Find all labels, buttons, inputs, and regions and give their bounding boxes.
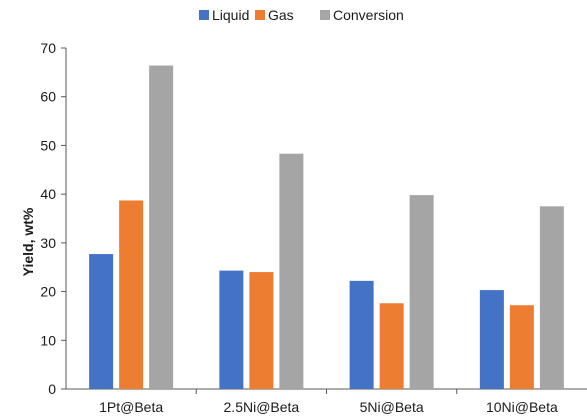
y-tick-label: 30 (40, 235, 56, 251)
bars (89, 65, 564, 389)
bar-gas (249, 272, 274, 389)
bar-group (219, 153, 304, 389)
bar-liquid (349, 280, 374, 389)
bar-conversion (409, 195, 434, 389)
legend-item-conversion: Conversion (320, 7, 404, 23)
x-axis: 1Pt@Beta 2.5Ni@Beta 5Ni@Beta 10Ni@Beta (66, 388, 587, 415)
bar-group (89, 65, 174, 389)
bar-conversion (149, 65, 174, 389)
bar-group (479, 206, 564, 389)
bar-gas (119, 200, 144, 389)
x-tick-label: 10Ni@Beta (486, 399, 558, 415)
legend-swatch (199, 10, 209, 20)
bar-group (349, 195, 434, 389)
x-tick-label: 5Ni@Beta (360, 399, 424, 415)
bar-conversion (279, 153, 304, 389)
y-tick-label: 20 (40, 284, 56, 300)
y-tick-label: 40 (40, 186, 56, 202)
legend-item-liquid: Liquid (199, 7, 249, 23)
bar-liquid (89, 254, 114, 389)
y-tick-label: 10 (40, 332, 56, 348)
bar-gas (509, 305, 534, 389)
bar-liquid (479, 290, 504, 389)
legend-swatch (255, 10, 265, 20)
legend: Liquid Gas Conversion (199, 7, 404, 23)
x-tick-label: 2.5Ni@Beta (224, 399, 300, 415)
y-axis-label: Yield, wt% (20, 207, 36, 276)
legend-swatch (320, 10, 330, 20)
y-tick-label: 70 (40, 40, 56, 56)
bar-gas (379, 303, 404, 389)
bar-conversion (539, 206, 564, 389)
legend-item-gas: Gas (255, 7, 294, 23)
x-tick-label: 1Pt@Beta (99, 399, 163, 415)
y-axis: 0 10 20 30 40 50 60 70 (40, 40, 67, 397)
y-tick-label: 0 (48, 381, 56, 397)
bar-liquid (219, 270, 244, 389)
y-tick-label: 60 (40, 89, 56, 105)
y-tick-label: 50 (40, 137, 56, 153)
legend-label: Liquid (212, 7, 249, 23)
legend-label: Conversion (333, 7, 404, 23)
legend-label: Gas (268, 7, 294, 23)
